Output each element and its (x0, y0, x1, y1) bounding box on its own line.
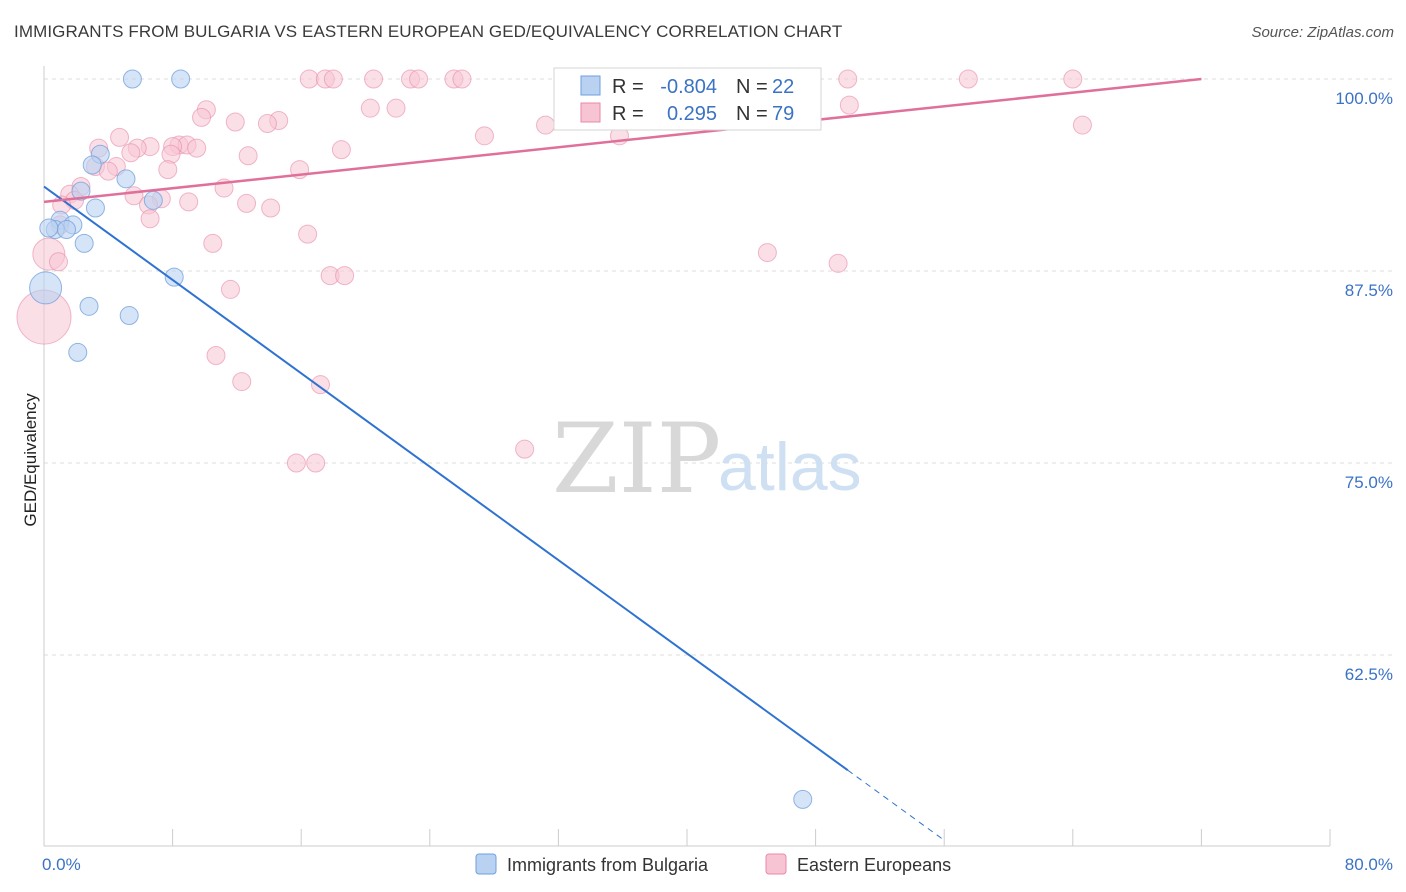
point-eastern-europeans-17 (386, 98, 406, 118)
point-eastern-europeans-7 (452, 69, 472, 89)
stats-swatch-pink (580, 102, 601, 123)
point-eastern-europeans-61 (48, 252, 68, 272)
legend-label-eastern-europeans: Eastern Europeans (797, 855, 951, 875)
point-eastern-europeans-13 (958, 69, 978, 89)
point-eastern-europeans-65 (220, 279, 240, 299)
point-eastern-europeans-5 (409, 69, 429, 89)
point-eastern-europeans-35 (331, 140, 351, 160)
watermark-zip: ZIP (552, 403, 721, 515)
point-eastern-europeans-68 (232, 372, 252, 392)
point-eastern-europeans-2 (323, 69, 343, 89)
point-bulgaria-12 (74, 233, 94, 253)
point-eastern-europeans-57 (298, 224, 318, 244)
point-bulgaria-5 (71, 181, 91, 201)
point-eastern-europeans-33 (187, 138, 207, 158)
chart-title: IMMIGRANTS FROM BULGARIA VS EASTERN EURO… (14, 22, 843, 41)
point-eastern-europeans-21 (225, 112, 245, 132)
watermark-atlas: atlas (718, 429, 862, 505)
watermark: ZIP atlas (552, 403, 862, 515)
point-eastern-europeans-58 (203, 233, 223, 253)
stats-r-label-blue: R = (612, 76, 644, 98)
y-tick-label-2: 87.5% (1345, 281, 1393, 300)
point-eastern-europeans-37 (161, 144, 181, 164)
point-eastern-europeans-72 (306, 453, 326, 473)
chart-source: Source: ZipAtlas.com (1251, 24, 1394, 41)
point-bulgaria-6 (143, 190, 163, 210)
point-bulgaria-17 (119, 306, 139, 326)
y-tick-label-1: 75.0% (1345, 473, 1393, 492)
point-eastern-europeans-41 (158, 160, 178, 180)
y-tick-label-3: 100.0% (1335, 89, 1393, 108)
point-bulgaria-0 (122, 69, 142, 89)
point-bulgaria-3 (82, 155, 102, 175)
stats-swatch-blue (580, 75, 601, 96)
stats-r-value-blue: -0.804 (660, 76, 717, 98)
y-tick-label-0: 62.5% (1345, 665, 1393, 684)
point-eastern-europeans-59 (757, 243, 777, 263)
stats-n-value-pink: 79 (772, 103, 794, 125)
point-eastern-europeans-23 (536, 115, 556, 135)
trendline-bulgaria (43, 185, 849, 772)
point-bulgaria-11 (57, 220, 77, 240)
stats-n-label-pink: N = (736, 103, 768, 125)
point-eastern-europeans-36 (121, 143, 141, 163)
point-eastern-europeans-54 (261, 198, 281, 218)
stats-r-value-pink: 0.295 (667, 103, 717, 125)
y-axis-title: GED/Equivalency (21, 393, 40, 527)
legend-swatch-eastern-europeans (765, 853, 787, 875)
point-eastern-europeans-12 (838, 69, 858, 89)
series-legend: Immigrants from Bulgaria Eastern Europea… (475, 853, 951, 875)
point-eastern-europeans-43 (98, 161, 118, 181)
axes (43, 66, 1331, 847)
trendlines (43, 77, 1202, 841)
point-bulgaria-13 (39, 218, 59, 238)
x-tick-label-max: 80.0% (1345, 855, 1393, 874)
point-eastern-europeans-27 (110, 127, 130, 147)
point-bulgaria-18 (68, 342, 88, 362)
point-bulgaria-1 (171, 69, 191, 89)
gridlines (44, 78, 1392, 656)
y-tick-labels: 62.5% 75.0% 87.5% 100.0% (1335, 89, 1393, 684)
point-eastern-europeans-56 (140, 209, 160, 229)
point-eastern-europeans-70 (515, 439, 535, 459)
point-eastern-europeans-22 (257, 114, 277, 134)
point-eastern-europeans-67 (206, 345, 226, 365)
point-bulgaria-15 (29, 271, 63, 305)
point-eastern-europeans-16 (360, 98, 380, 118)
x-tick-label-min: 0.0% (42, 855, 81, 874)
point-eastern-europeans-25 (474, 126, 494, 146)
point-eastern-europeans-14 (1063, 69, 1083, 89)
point-bulgaria-14 (164, 267, 184, 287)
point-eastern-europeans-15 (839, 95, 859, 115)
point-eastern-europeans-71 (286, 453, 306, 473)
trendline-bulgaria-extension (847, 769, 945, 841)
stats-n-value-blue: 22 (772, 76, 794, 98)
point-eastern-europeans-50 (179, 192, 199, 212)
trendline-eastern-europeans (43, 77, 1202, 204)
point-eastern-europeans-19 (192, 107, 212, 127)
stats-n-label-blue: N = (736, 76, 768, 98)
point-eastern-europeans-64 (335, 266, 355, 286)
point-bulgaria-19 (793, 789, 813, 809)
point-eastern-europeans-53 (237, 193, 257, 213)
stats-r-label-pink: R = (612, 103, 644, 125)
stats-legend: R = -0.804 N = 22 R = 0.295 N = 79 (553, 67, 822, 131)
point-eastern-europeans-62 (828, 253, 848, 273)
point-bulgaria-4 (116, 169, 136, 189)
legend-swatch-bulgaria (475, 853, 497, 875)
point-bulgaria-16 (79, 296, 99, 316)
point-eastern-europeans-0 (299, 69, 319, 89)
series-immigrants-from-bulgaria (29, 69, 813, 809)
legend-label-bulgaria: Immigrants from Bulgaria (507, 855, 709, 875)
point-eastern-europeans-24 (1072, 115, 1092, 135)
point-eastern-europeans-38 (238, 146, 258, 166)
point-bulgaria-7 (85, 198, 105, 218)
point-eastern-europeans-3 (364, 69, 384, 89)
point-eastern-europeans-69 (310, 375, 330, 395)
